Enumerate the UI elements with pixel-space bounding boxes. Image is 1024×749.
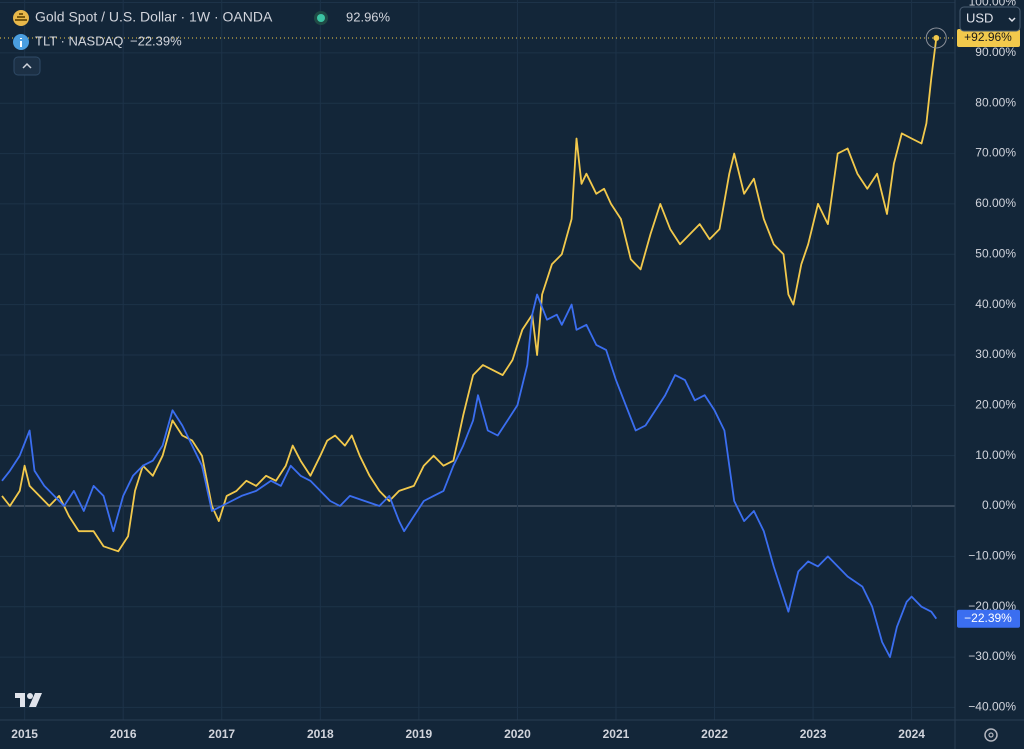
x-tick-label: 2021 [603, 727, 630, 741]
x-tick-label: 2024 [898, 727, 925, 741]
x-tick-label: 2020 [504, 727, 531, 741]
y-tick-label: 10.00% [975, 448, 1016, 462]
y-tick-label: −10.00% [968, 549, 1016, 563]
y-tick-label: −30.00% [968, 649, 1016, 663]
series-line [1, 293, 938, 658]
y-tick-label: 90.00% [975, 45, 1016, 59]
dropdown-icon [1008, 17, 1016, 23]
y-tick-label: −20.00% [968, 599, 1016, 613]
legend-name: TLT · NASDAQ [35, 33, 123, 48]
y-tick-label: 100.00% [969, 0, 1017, 9]
settings-icon[interactable] [984, 728, 998, 742]
collapse-icon [22, 62, 32, 69]
price-tag [957, 28, 1020, 47]
status-dot [317, 14, 325, 22]
price-tag-label: −22.39% [964, 611, 1012, 625]
y-tick-label: 30.00% [975, 347, 1016, 361]
price-tag-label: +92.96% [964, 30, 1012, 44]
logo-part [29, 693, 42, 707]
currency-button[interactable]: USD [959, 6, 1021, 32]
collapse-button[interactable] [13, 56, 41, 76]
axes: 100.00% 90.00% 80.00% 70.00% 60.00% 50.00% 40.… [11, 0, 1020, 741]
legend-name: Gold Spot / U.S. Dollar · 1W · OANDA [35, 9, 273, 25]
x-tick-label: 2016 [110, 727, 137, 741]
y-tick-label: 80.00% [975, 95, 1016, 109]
y-tick-label: 40.00% [975, 297, 1016, 311]
x-tick-label: 2022 [701, 727, 728, 741]
logo-part [27, 693, 33, 699]
x-tick-label: 2019 [406, 727, 433, 741]
currency-box[interactable] [959, 6, 1021, 32]
last-value-point [933, 34, 940, 41]
y-tick-label: 70.00% [975, 146, 1016, 160]
y-tick-label: 0.00% [982, 498, 1016, 512]
price-tag [957, 609, 1020, 628]
logo-part [15, 693, 25, 707]
x-tick-label: 2017 [208, 727, 235, 741]
x-tick-label: 2015 [11, 727, 38, 741]
legend-value: −22.39% [130, 33, 182, 48]
gold-icon-glyph [15, 13, 27, 21]
plot [0, 27, 955, 658]
last-value-halo [925, 27, 947, 49]
grid [0, 0, 955, 720]
settings-button[interactable] [984, 728, 998, 742]
y-tick-label: 60.00% [975, 196, 1016, 210]
currency-label: USD [966, 10, 993, 25]
y-tick-label: 20.00% [975, 397, 1016, 411]
tradingview-logo [15, 693, 42, 707]
series-line [1, 37, 938, 553]
legend-value: 92.96% [346, 9, 391, 24]
settings-icon-center [988, 732, 994, 738]
x-tick-label: 2023 [800, 727, 827, 741]
x-tick-label: 2018 [307, 727, 334, 741]
y-tick-label: 50.00% [975, 246, 1016, 260]
legend: Gold Spot / U.S. Dollar · 1W · OANDA 92.… [13, 9, 391, 76]
y-tick-label: −40.00% [968, 700, 1016, 714]
